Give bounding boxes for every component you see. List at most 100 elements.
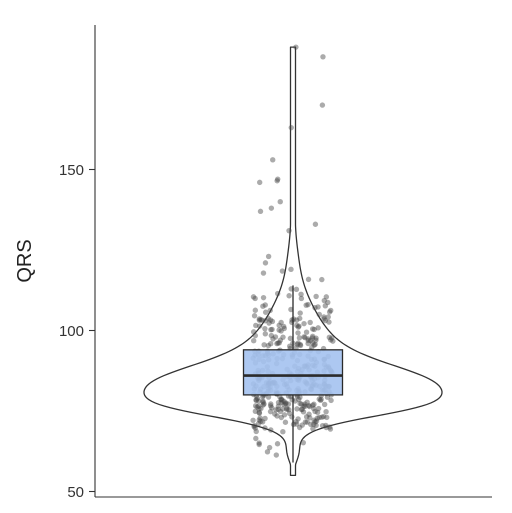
data-point	[297, 342, 304, 349]
data-point	[315, 405, 322, 412]
data-point	[283, 401, 289, 407]
data-point	[257, 415, 263, 421]
data-point	[289, 397, 295, 403]
data-point	[298, 401, 305, 407]
data-point	[270, 336, 276, 342]
data-point	[269, 326, 275, 333]
data-point	[313, 293, 319, 300]
data-point	[319, 102, 326, 108]
data-point	[281, 325, 287, 332]
data-point	[294, 341, 301, 348]
data-point	[296, 396, 302, 403]
data-point	[268, 340, 274, 347]
box-layer	[242, 285, 344, 463]
data-point	[256, 409, 262, 416]
data-point	[295, 330, 301, 336]
data-point	[326, 334, 333, 341]
data-point	[270, 157, 276, 163]
data-point	[260, 303, 266, 309]
data-point	[306, 402, 312, 409]
data-point	[269, 405, 275, 411]
data-point	[268, 427, 274, 433]
data-point	[278, 328, 284, 334]
data-point	[302, 334, 308, 341]
data-point	[254, 404, 260, 410]
data-point	[298, 406, 305, 413]
data-point	[262, 325, 268, 332]
data-point	[287, 343, 293, 349]
data-point	[280, 429, 286, 435]
data-point	[262, 309, 269, 315]
data-point	[311, 342, 317, 348]
data-point	[315, 304, 321, 310]
data-point	[256, 440, 262, 446]
violin-outline	[143, 46, 443, 477]
y-tick-label: 150	[59, 162, 84, 179]
data-point	[274, 413, 280, 419]
data-point	[306, 403, 313, 410]
data-point	[321, 401, 328, 408]
data-point	[267, 408, 274, 415]
data-point	[316, 414, 322, 421]
data-point	[256, 406, 262, 412]
data-point	[312, 221, 319, 227]
data-point	[308, 421, 314, 428]
data-point	[253, 322, 259, 329]
data-point	[273, 407, 279, 413]
data-point	[329, 335, 335, 341]
data-point	[278, 414, 285, 421]
data-point	[325, 299, 331, 306]
data-point	[252, 403, 259, 409]
data-point	[256, 398, 262, 404]
data-point	[310, 340, 316, 346]
data-point	[260, 402, 266, 408]
data-point	[316, 311, 322, 318]
data-point	[316, 396, 322, 402]
data-point	[326, 309, 333, 315]
violin-layer	[143, 46, 443, 477]
data-point	[298, 291, 304, 297]
data-point	[301, 334, 307, 340]
data-point	[276, 327, 282, 333]
data-point	[281, 401, 287, 408]
data-point	[321, 297, 327, 304]
data-point	[256, 410, 263, 416]
data-point	[286, 293, 292, 299]
data-point	[297, 315, 303, 322]
data-point	[275, 403, 282, 409]
data-point	[295, 416, 301, 422]
data-point	[279, 268, 286, 274]
data-point	[320, 54, 326, 60]
data-point	[311, 421, 317, 428]
data-point	[256, 417, 262, 423]
data-point	[269, 318, 276, 325]
data-point	[313, 422, 319, 429]
data-point	[262, 302, 268, 308]
data-point	[322, 317, 329, 324]
y-tick-label: 50	[67, 484, 84, 501]
data-point	[307, 319, 313, 326]
data-point	[260, 270, 267, 276]
data-point	[265, 315, 271, 322]
data-point	[253, 428, 259, 435]
data-point	[281, 398, 287, 405]
data-point	[309, 333, 316, 340]
data-point	[312, 419, 318, 425]
data-point	[280, 406, 286, 412]
data-point	[279, 397, 285, 403]
y-ticks: 50 100 150	[59, 162, 95, 501]
data-point	[268, 332, 275, 339]
data-point	[296, 424, 303, 431]
data-point	[328, 337, 334, 343]
data-point	[252, 307, 259, 313]
data-point	[272, 411, 278, 417]
data-point	[288, 266, 294, 273]
data-point	[297, 310, 303, 316]
data-point	[298, 295, 305, 302]
data-point	[323, 409, 329, 415]
data-point	[255, 403, 262, 409]
data-point	[309, 335, 316, 341]
data-point	[297, 400, 303, 407]
data-point	[285, 401, 292, 407]
